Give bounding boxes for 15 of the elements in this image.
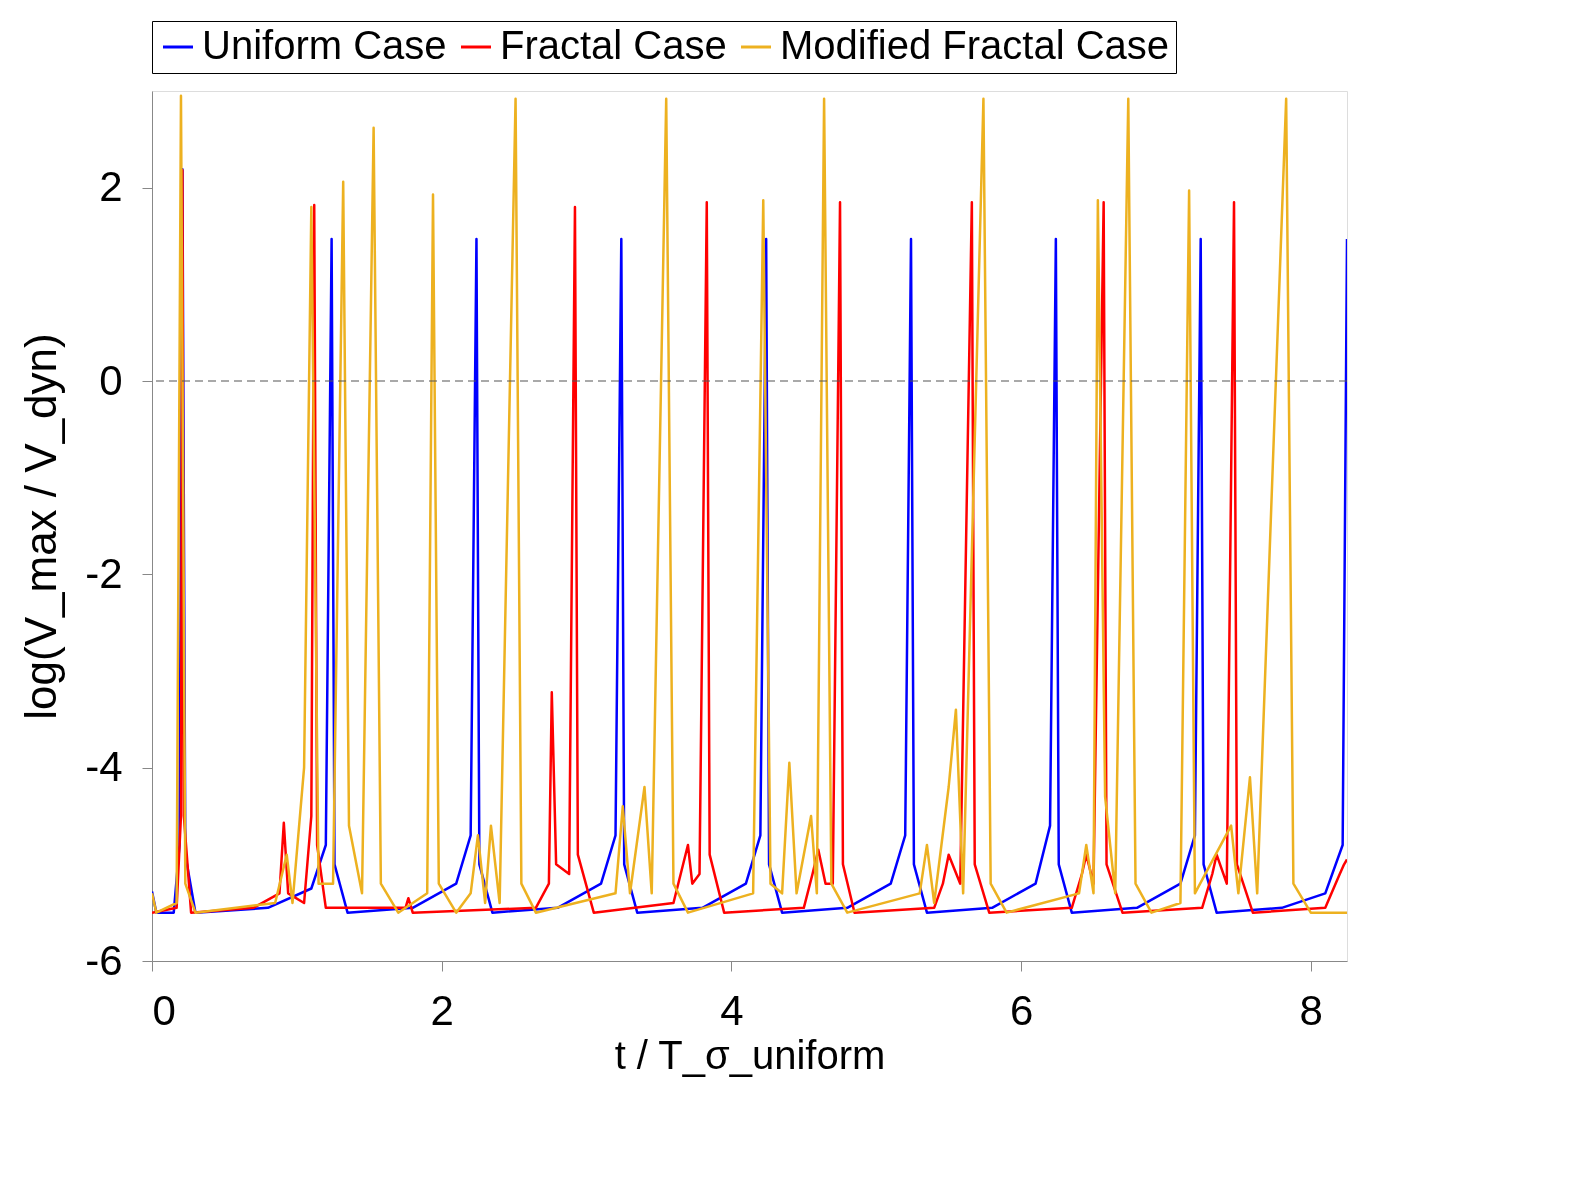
x-axis-title: t / T_σ_uniform bbox=[614, 1032, 886, 1077]
y-tick-label: -2 bbox=[85, 549, 123, 597]
x-tick-label: 0 bbox=[152, 986, 176, 1034]
y-axis-title: log(V_max / V_dyn) bbox=[16, 333, 66, 720]
x-tick-label: 6 bbox=[1009, 986, 1034, 1034]
y-tick-label: -6 bbox=[85, 936, 123, 984]
y-tick-label: 2 bbox=[99, 163, 123, 211]
y-tick-label: 0 bbox=[99, 356, 123, 404]
legend-label: Fractal Case bbox=[500, 23, 727, 67]
x-tick-label: 2 bbox=[430, 986, 454, 1034]
x-tick-label: 4 bbox=[720, 986, 744, 1034]
y-tick-label: -4 bbox=[85, 743, 123, 791]
legend-label: Uniform Case bbox=[202, 23, 447, 67]
x-tick-label: 8 bbox=[1299, 986, 1323, 1034]
legend-label: Modified Fractal Case bbox=[780, 23, 1170, 67]
